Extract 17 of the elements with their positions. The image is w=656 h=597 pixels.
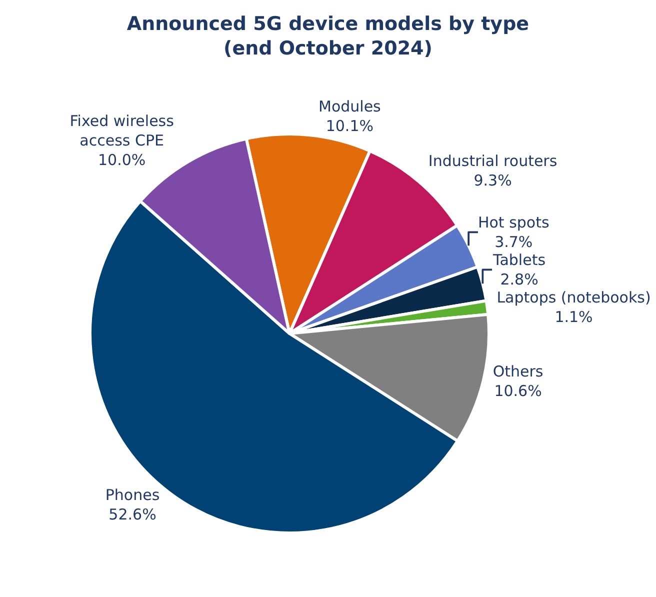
- data-label: 10.0%: [98, 150, 146, 169]
- slice-label: Tablets: [492, 250, 546, 269]
- chart-title: Announced 5G device models by type (end October 2024): [126, 12, 530, 60]
- slice-label: Industrial routers: [428, 152, 558, 170]
- data-label: 2.8%: [500, 270, 538, 288]
- data-label: 52.6%: [108, 505, 156, 524]
- data-label: 9.3%: [474, 172, 512, 190]
- slice-label: Hot spots: [478, 213, 550, 232]
- slice-label: Laptops (notebooks): [496, 288, 651, 306]
- slice-label: Modules: [318, 98, 382, 116]
- slice-label: Others: [492, 362, 544, 381]
- slice-label: Phones: [105, 486, 160, 504]
- data-label: 1.1%: [554, 308, 593, 326]
- data-label: 10.1%: [326, 117, 374, 136]
- data-label: 3.7%: [494, 232, 533, 251]
- data-label: 10.6%: [494, 382, 542, 400]
- slice-label: Fixed wireless access CPE: [70, 112, 174, 150]
